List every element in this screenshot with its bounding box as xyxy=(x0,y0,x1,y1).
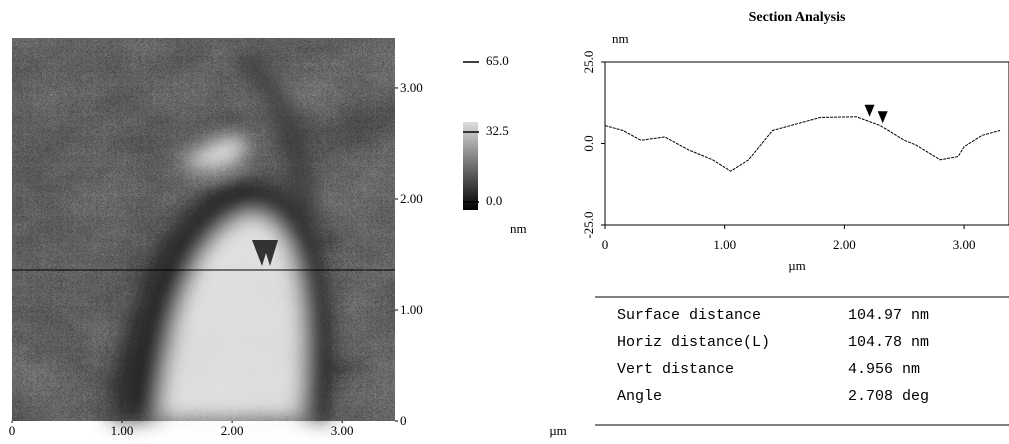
y-unit: nm xyxy=(612,31,629,46)
colorbar-tick-label: 65.0 xyxy=(486,53,509,68)
row-label: Surface distance xyxy=(617,307,761,324)
y-tick-label: 3.00 xyxy=(400,80,423,95)
y-tick-label: 2.00 xyxy=(400,191,423,206)
x-label: µm xyxy=(788,258,806,273)
x-tick-label: 3.00 xyxy=(953,237,976,252)
x-tick-label: 0 xyxy=(9,423,16,438)
row-value: 104.97 nm xyxy=(848,307,929,324)
cursor xyxy=(864,104,875,117)
x-tick-label: 3.00 xyxy=(331,423,354,438)
row-label: Angle xyxy=(617,388,662,405)
colorbar-tick-label: 0.0 xyxy=(486,193,502,208)
section-frame xyxy=(604,61,1009,226)
x-tick-label: 1.00 xyxy=(713,237,736,252)
afm-image xyxy=(12,38,395,421)
x-tick-label: 0 xyxy=(602,237,609,252)
x-tick-label: 2.00 xyxy=(221,423,244,438)
cursor xyxy=(877,111,888,124)
x-tick-label: 2.00 xyxy=(833,237,856,252)
x-unit: µm xyxy=(549,423,567,438)
colorbar-unit: nm xyxy=(510,221,527,236)
profile-line xyxy=(604,116,1001,172)
colorbar xyxy=(463,122,478,210)
row-value: 4.956 nm xyxy=(848,361,920,378)
x-tick-label: 1.00 xyxy=(111,423,134,438)
colorbar-tick-label: 32.5 xyxy=(486,123,509,138)
row-label: Vert distance xyxy=(617,361,734,378)
section-title: Section Analysis xyxy=(749,10,846,25)
row-value: 2.708 deg xyxy=(848,388,929,405)
y-tick-label: 25.0 xyxy=(581,51,596,74)
y-tick-label: -25.0 xyxy=(581,211,596,238)
y-tick-label: 0 xyxy=(400,413,407,428)
row-value: 104.78 nm xyxy=(848,334,929,351)
y-tick-label: 0.0 xyxy=(581,135,596,151)
y-tick-label: 1.00 xyxy=(400,302,423,317)
row-label: Horiz distance(L) xyxy=(617,334,770,351)
